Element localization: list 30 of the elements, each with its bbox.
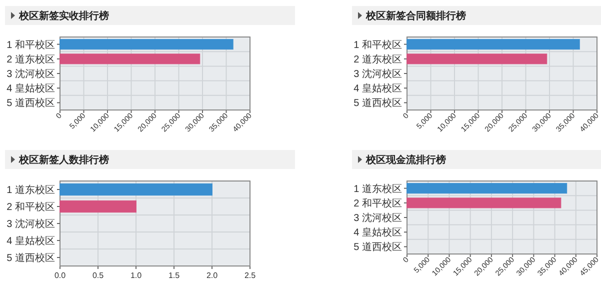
chart-title: 校区现金流排行榜 (365, 154, 446, 166)
x-tick-label: 2.5 (244, 271, 256, 280)
y-tick-label: 3 沈河校区 (6, 68, 55, 80)
chart-title: 校区新签实收排行榜 (18, 10, 109, 22)
y-tick-label: 3 沈河校区 (354, 212, 402, 224)
y-tick-label: 5 道西校区 (354, 97, 402, 110)
y-tick-label: 1 道东校区 (354, 182, 402, 195)
y-tick-label: 4 皇姑校区 (354, 82, 402, 95)
x-tick-label: 2.0 (206, 271, 218, 280)
y-tick-label: 3 沈河校区 (6, 218, 55, 230)
x-tick-label: 1.5 (168, 271, 180, 280)
y-tick-label: 2 道东校区 (6, 53, 55, 66)
chart-title: 校区新签合同额排行榜 (365, 10, 466, 22)
y-tick-label: 1 道东校区 (6, 184, 55, 196)
y-tick-label: 4 皇姑校区 (6, 82, 55, 95)
y-tick-label: 4 皇姑校区 (6, 235, 55, 247)
y-tick-label: 4 皇姑校区 (354, 226, 402, 239)
y-tick-label: 2 和平校区 (354, 197, 402, 210)
y-tick-label: 2 道东校区 (354, 53, 402, 66)
chart-title: 校区新签人数排行榜 (18, 154, 109, 166)
y-tick-label: 5 道西校区 (354, 241, 402, 254)
x-tick-label: 0.0 (54, 271, 66, 280)
y-tick-label: 2 和平校区 (6, 201, 55, 213)
y-tick-label: 1 和平校区 (354, 38, 402, 51)
y-tick-label: 3 沈河校区 (354, 68, 402, 80)
y-tick-label: 1 和平校区 (6, 38, 55, 51)
x-tick-label: 1.0 (130, 271, 142, 280)
y-tick-label: 5 道西校区 (6, 97, 55, 110)
x-tick-label: 0.5 (92, 271, 104, 280)
y-tick-label: 5 道西校区 (6, 252, 55, 264)
